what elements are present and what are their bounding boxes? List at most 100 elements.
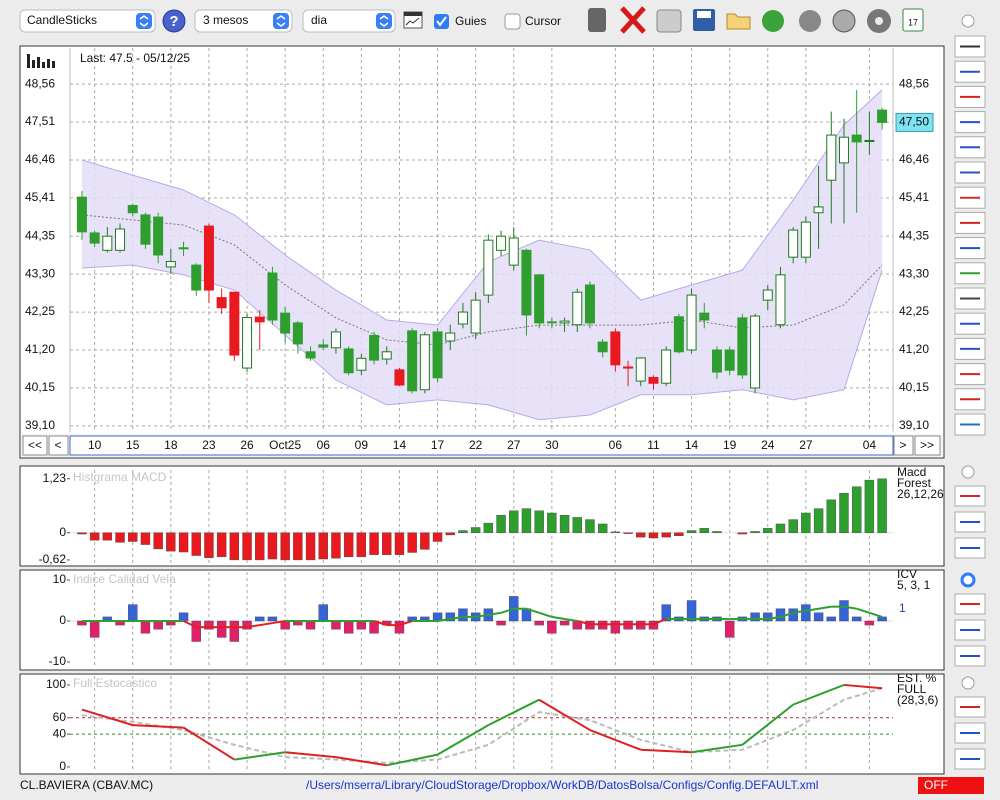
signal-segment <box>272 620 286 625</box>
bar <box>382 532 392 555</box>
y-tick-label: 44,35 <box>25 228 55 242</box>
last-button-label: >> <box>920 438 934 452</box>
bar <box>597 523 608 533</box>
bar <box>648 532 659 539</box>
bar <box>686 600 697 622</box>
candle-body <box>813 206 824 214</box>
candle-body <box>775 274 786 326</box>
bar <box>750 612 760 622</box>
candle-body <box>572 291 583 326</box>
candle-body <box>229 291 240 356</box>
currency-button[interactable] <box>832 9 856 33</box>
next-button[interactable] <box>893 435 914 456</box>
y-tick-label: 100 <box>46 677 66 691</box>
candle-body <box>686 294 697 351</box>
x-tick-label: 06 <box>609 438 623 452</box>
signal-segment <box>805 607 819 612</box>
chart-layer: 48,5648,5647,5147,5146,4646,4645,4145,41… <box>25 35 986 773</box>
bar <box>191 620 201 642</box>
signal-segment <box>538 611 553 618</box>
bar <box>674 532 684 537</box>
radio-button[interactable] <box>960 572 976 588</box>
scroll-range[interactable] <box>69 435 894 456</box>
x-tick-label: 27 <box>507 438 521 452</box>
y-tick-label: 46,46 <box>25 152 55 166</box>
candle-body <box>559 320 570 324</box>
config-path[interactable]: /Users/mserra/Library/CloudStorage/Dropb… <box>306 778 818 792</box>
bar <box>750 531 760 533</box>
bar <box>153 532 163 550</box>
x-tick-label: 10 <box>88 438 102 452</box>
status-text: OFF <box>924 778 948 792</box>
x-tick-label: 11 <box>647 438 660 452</box>
signal-segment <box>818 605 832 610</box>
current-value: 1 <box>899 601 906 615</box>
first-button[interactable] <box>22 435 48 456</box>
bar <box>216 532 227 558</box>
delete-button[interactable] <box>620 6 646 34</box>
bar <box>331 532 341 559</box>
trash-button[interactable] <box>588 8 606 32</box>
chart-type-select[interactable] <box>19 9 156 33</box>
bar <box>547 512 557 533</box>
signal-segment <box>551 615 565 620</box>
candle-body <box>864 139 875 142</box>
x-tick-label: 22 <box>469 438 483 452</box>
cursor-checkbox[interactable] <box>504 13 521 30</box>
interval-select[interactable] <box>302 9 396 33</box>
bar <box>343 620 354 634</box>
camera-button[interactable] <box>656 9 682 33</box>
prev-button[interactable] <box>48 435 69 456</box>
panel-legend: EST. % <box>897 671 937 685</box>
signal-segment <box>577 620 591 626</box>
bar <box>458 608 468 622</box>
last-button[interactable] <box>914 435 941 456</box>
status-indicator[interactable] <box>918 777 984 794</box>
x-tick-label: 19 <box>723 438 737 452</box>
bar <box>216 620 227 638</box>
stochastic-frame <box>19 673 945 775</box>
calendar-button[interactable] <box>902 8 924 32</box>
refresh-button[interactable] <box>762 10 784 32</box>
period-select[interactable] <box>194 9 293 33</box>
radio-button[interactable] <box>961 465 975 479</box>
y-tick-label: 42,25 <box>25 304 55 318</box>
radio-button[interactable] <box>961 14 975 28</box>
candle-body <box>381 351 392 360</box>
bar <box>610 531 621 533</box>
y-tick-label-right: 39,10 <box>899 418 929 432</box>
candle-body <box>292 322 303 345</box>
x-tick-label: 14 <box>393 438 407 452</box>
select-arrow-glyph <box>276 15 286 27</box>
select-arrow-glyph <box>139 15 149 27</box>
panel-legend: ICV <box>897 567 917 581</box>
bar <box>128 532 138 542</box>
panel-legend: FULL <box>897 682 927 696</box>
candle-body <box>330 331 341 349</box>
bar <box>496 514 506 533</box>
bar <box>356 532 367 558</box>
x-tick-label: 17 <box>431 438 445 452</box>
y-tick-label-right: 42,25 <box>899 304 929 318</box>
bar <box>267 616 278 622</box>
candle-body <box>407 330 418 392</box>
bar <box>318 532 328 560</box>
bar <box>623 532 633 534</box>
bar <box>661 604 671 622</box>
bar <box>851 486 862 533</box>
candle-body <box>877 109 888 123</box>
bar <box>877 616 887 622</box>
check-glyph <box>436 16 447 27</box>
bar <box>813 612 824 622</box>
bar <box>559 514 570 533</box>
candle-body <box>419 334 430 391</box>
candle-body <box>610 331 621 366</box>
candle-body <box>127 205 138 214</box>
radio-button[interactable] <box>961 676 975 690</box>
candle-body <box>216 297 227 309</box>
candle-body <box>546 321 557 324</box>
open-button[interactable] <box>726 13 751 30</box>
help-button[interactable] <box>162 9 186 33</box>
sync-button[interactable] <box>799 10 821 32</box>
